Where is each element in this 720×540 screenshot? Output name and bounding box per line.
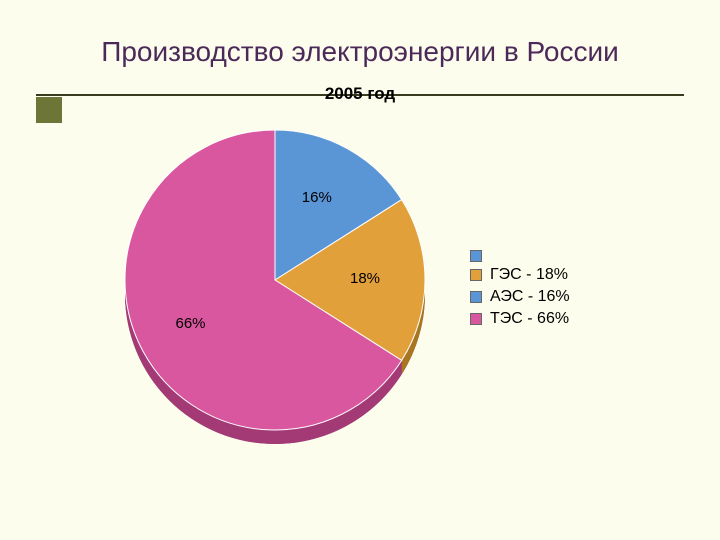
slide: Производство электроэнергии в России 200… xyxy=(0,0,720,540)
legend-swatch-0 xyxy=(470,250,482,262)
legend: ГЭС - 18% АЭС - 16% ТЭС - 66% xyxy=(470,250,570,332)
legend-item-2: АЭС - 16% xyxy=(470,288,570,306)
pie-label-АЭС: 16% xyxy=(302,189,332,206)
legend-swatch-1 xyxy=(470,269,482,281)
legend-item-3: ТЭС - 66% xyxy=(470,310,570,328)
slide-title: Производство электроэнергии в России xyxy=(0,36,720,68)
legend-text-1: ГЭС - 18% xyxy=(490,266,568,284)
pie-svg xyxy=(115,120,435,460)
legend-swatch-2 xyxy=(470,291,482,303)
legend-swatch-3 xyxy=(470,313,482,325)
legend-text-3: ТЭС - 66% xyxy=(490,310,569,328)
legend-item-0 xyxy=(470,250,570,262)
legend-text-2: АЭС - 16% xyxy=(490,288,570,306)
chart-subtitle: 2005 год xyxy=(0,84,720,104)
legend-item-1: ГЭС - 18% xyxy=(470,266,570,284)
pie-label-ТЭС: 66% xyxy=(176,315,206,332)
pie-chart: 16% 18% 66% xyxy=(115,120,435,440)
pie-label-ГЭС: 18% xyxy=(350,270,380,287)
